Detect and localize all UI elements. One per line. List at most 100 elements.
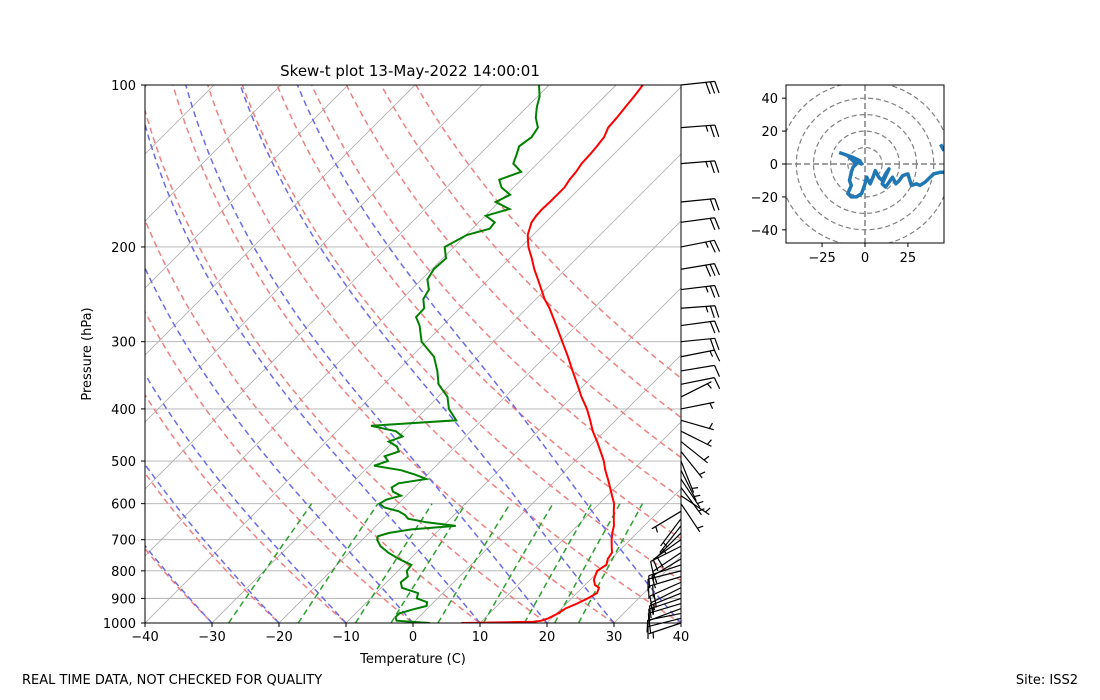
- wind-barb-staff: [680, 487, 702, 516]
- isotherm: [680, 622, 681, 623]
- wind-barb-staff: [648, 602, 682, 614]
- wind-barb-staff: [680, 495, 710, 516]
- wind-barb-staff: [680, 80, 715, 86]
- isotherm: [145, 85, 483, 423]
- wind-barb: [680, 124, 720, 138]
- hodo-y-tick-label: −40: [751, 224, 778, 239]
- isotherm: [546, 488, 681, 623]
- wind-barb: [680, 377, 721, 390]
- wind-barb-staff: [680, 320, 715, 327]
- wind-barb-staff: [650, 587, 682, 604]
- x-tick-label: 40: [673, 630, 690, 645]
- hodograph-trace: [838, 150, 944, 199]
- isotherm: [479, 421, 681, 623]
- isotherm: [412, 354, 681, 623]
- wind-barb-staff: [648, 622, 682, 635]
- wind-barb-staff: [680, 124, 715, 129]
- y-tick-label: 800: [111, 565, 136, 580]
- wind-barb-line: [709, 198, 716, 211]
- wind-barb: [680, 198, 720, 211]
- wind-barb: [680, 503, 704, 533]
- isotherm: [145, 85, 282, 222]
- mixing-ratio-line: [297, 503, 379, 623]
- dry-adiabat: [415, 85, 681, 380]
- wind-barb: [680, 263, 721, 277]
- moist-adiabat: [145, 372, 347, 623]
- dry-adiabat: [145, 472, 281, 623]
- x-tick-label: −30: [198, 630, 225, 645]
- wind-barb-half: [691, 487, 699, 490]
- wind-barb-line: [709, 338, 716, 351]
- wind-barb-staff: [680, 478, 701, 508]
- hodo-y-tick-label: 0: [770, 158, 778, 173]
- moist-adiabat: [239, 85, 615, 623]
- isotherm: [145, 85, 349, 289]
- wind-barb-half: [703, 455, 710, 461]
- chart-title: Skew-t plot 13-May-2022 14:00:01: [280, 62, 540, 80]
- wind-barb-line: [709, 161, 715, 174]
- wind-barb-staff: [680, 451, 703, 479]
- isotherm: [278, 220, 681, 623]
- wind-barb: [680, 239, 721, 253]
- wind-barb-staff: [680, 263, 715, 270]
- isotherm: [145, 85, 550, 490]
- dry-adiabat: [380, 85, 681, 419]
- wind-barb-half: [697, 525, 704, 529]
- wind-barb-line: [705, 82, 711, 95]
- isotherm: [145, 85, 215, 155]
- mixing-ratio-line: [577, 503, 644, 623]
- hodo-x-tick-label: 25: [900, 251, 917, 266]
- wind-barb-line: [709, 240, 716, 253]
- wind-barb-staff: [652, 552, 682, 573]
- dry-adiabat: [145, 310, 415, 623]
- wind-barb-staff: [680, 349, 715, 358]
- wind-barb-line: [713, 377, 721, 390]
- wind-barb-line: [709, 305, 715, 319]
- wind-barb: [648, 622, 682, 639]
- hodo-x-tick-label: −25: [808, 251, 835, 266]
- wind-barb-staff: [647, 612, 682, 621]
- y-tick-label: 900: [111, 592, 136, 607]
- wind-barb: [680, 364, 721, 377]
- y-tick-label: 100: [111, 79, 136, 94]
- dewpoint-trace: [370, 85, 541, 623]
- dry-adiabat: [145, 218, 482, 623]
- wind-barb-half: [709, 350, 714, 357]
- wind-barb-line: [705, 264, 712, 277]
- moist-adiabat: [185, 85, 548, 623]
- wind-barb: [680, 349, 721, 362]
- wind-barb-staff: [648, 597, 682, 610]
- wind-barb-staff: [648, 564, 682, 577]
- wind-barb-staff: [680, 401, 715, 410]
- x-tick-label: 0: [409, 630, 417, 645]
- mixing-ratio-line: [437, 503, 511, 623]
- wind-barb-line: [709, 321, 716, 334]
- wind-barb: [680, 337, 720, 351]
- wind-barb: [680, 80, 720, 95]
- wind-barb: [680, 469, 701, 501]
- isotherm: [145, 85, 416, 356]
- wind-barb-line: [714, 81, 720, 94]
- wind-barb-line: [714, 160, 720, 173]
- y-tick-label: 400: [111, 403, 136, 418]
- wind-barb-staff: [680, 364, 715, 372]
- x-axis-label: Temperature (C): [359, 652, 466, 667]
- y-axis-label: Pressure (hPa): [80, 307, 95, 400]
- wind-barb-staff: [680, 430, 712, 447]
- wind-barb-line: [713, 263, 721, 276]
- mixing-ratio-line: [354, 503, 433, 623]
- wind-barb-staff: [656, 532, 682, 558]
- wind-barb: [680, 320, 720, 334]
- wind-barb-half: [705, 161, 709, 168]
- wind-barb: [680, 284, 720, 298]
- wind-barb-staff: [680, 419, 714, 431]
- temperature-trace: [461, 85, 644, 623]
- x-tick-label: 30: [606, 630, 623, 645]
- y-tick-label: 300: [111, 336, 136, 351]
- isotherm: [0, 85, 80, 623]
- wind-barb-line: [713, 349, 721, 362]
- wind-barb-staff: [650, 545, 682, 562]
- moist-adiabat: [145, 463, 280, 623]
- hodo-y-tick-label: 40: [761, 92, 778, 107]
- wind-barb-staff: [647, 617, 682, 628]
